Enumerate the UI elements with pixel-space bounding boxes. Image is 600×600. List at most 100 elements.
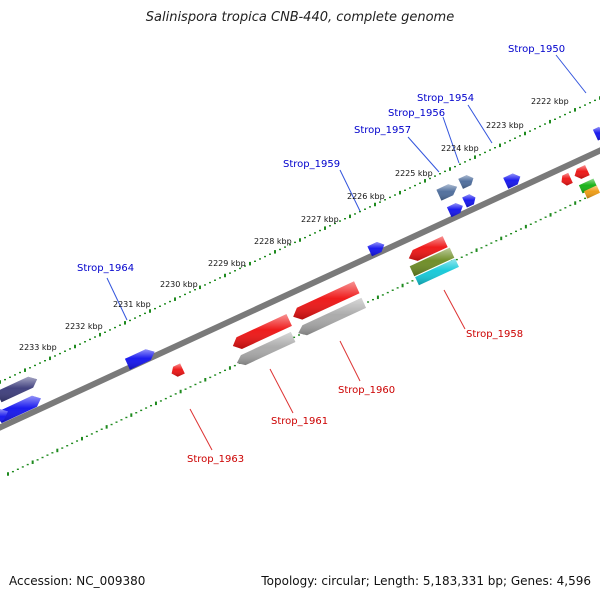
- minor-tick: [489, 149, 491, 151]
- leader-line: [555, 54, 587, 94]
- minor-tick: [584, 197, 587, 200]
- minor-tick: [391, 289, 394, 291]
- minor-tick: [381, 294, 384, 296]
- minor-tick: [174, 393, 177, 395]
- minor-tick: [444, 170, 446, 173]
- gene-label-strop-1958[interactable]: Strop_1958: [466, 329, 523, 340]
- gene-label-strop-1960[interactable]: Strop_1960: [338, 385, 395, 396]
- gene-label-strop-1954[interactable]: Strop_1954: [417, 93, 474, 104]
- minor-tick: [269, 253, 271, 255]
- minor-tick: [214, 279, 216, 281]
- minor-tick: [34, 364, 36, 367]
- major-tick: [549, 119, 551, 124]
- minor-tick: [429, 177, 431, 180]
- scale-label: 2229 kbp: [208, 259, 246, 268]
- minor-tick: [519, 135, 521, 137]
- minor-tick: [529, 223, 532, 225]
- minor-tick: [519, 228, 522, 230]
- minor-tick: [329, 225, 331, 227]
- minor-tick: [51, 452, 54, 454]
- scale-label: 2225 kbp: [395, 169, 433, 178]
- minor-tick: [11, 470, 14, 473]
- minor-tick: [569, 204, 572, 207]
- minor-tick: [259, 258, 261, 260]
- gene-label-strop-1957[interactable]: Strop_1957: [354, 125, 411, 136]
- minor-tick: [233, 364, 236, 367]
- gene-forward-e: [367, 242, 385, 257]
- major-tick: [324, 226, 326, 230]
- minor-tick: [189, 386, 192, 388]
- gene-label-strop-1964[interactable]: Strop_1964: [77, 263, 134, 274]
- leader-line: [443, 289, 466, 330]
- minor-tick: [539, 218, 542, 221]
- minor-tick: [364, 208, 366, 210]
- major-tick: [105, 425, 108, 429]
- gene-reverse-a: [408, 236, 448, 261]
- minor-tick: [584, 104, 586, 106]
- genome-summary-text: Topology: circular; Length: 5,183,331 bp…: [261, 574, 591, 588]
- minor-tick: [16, 468, 19, 470]
- cds-orange: [584, 185, 600, 199]
- scale-label: 2228 kbp: [254, 237, 292, 246]
- minor-tick: [114, 326, 116, 329]
- major-tick: [475, 248, 478, 252]
- minor-tick: [59, 352, 61, 355]
- minor-tick: [14, 374, 16, 376]
- minor-tick: [469, 158, 471, 161]
- gene-forward-j: [458, 175, 474, 189]
- minor-tick: [69, 348, 71, 350]
- major-tick: [349, 214, 351, 219]
- minor-tick: [298, 334, 300, 336]
- scale-label: 2223 kbp: [486, 121, 524, 130]
- gene-forward-d: [446, 203, 463, 218]
- major-tick: [500, 236, 503, 241]
- minor-tick: [135, 412, 138, 414]
- minor-tick: [510, 232, 513, 235]
- gene-label-strop-1963[interactable]: Strop_1963: [187, 454, 244, 465]
- minor-tick: [145, 407, 148, 409]
- minor-tick: [254, 260, 256, 262]
- minor-tick: [119, 324, 121, 326]
- minor-tick: [244, 265, 246, 267]
- minor-tick: [159, 400, 162, 402]
- scale-label: 2224 kbp: [441, 144, 479, 153]
- major-tick: [224, 273, 226, 278]
- genome-backbone: [0, 147, 600, 431]
- minor-tick: [54, 355, 56, 357]
- minor-tick: [284, 246, 286, 248]
- minor-tick: [41, 456, 44, 459]
- major-tick: [199, 285, 201, 290]
- minor-tick: [559, 209, 562, 211]
- scale-labels: 2222 kbp 2223 kbp 2224 kbp 2225 kbp 2226 kbp…: [19, 97, 569, 352]
- gene-reverse-c: [232, 314, 292, 349]
- gene-label-strop-1950[interactable]: Strop_1950: [508, 44, 565, 55]
- scale-label: 2222 kbp: [531, 97, 569, 106]
- minor-tick: [459, 163, 461, 165]
- minor-tick: [434, 175, 436, 177]
- gene-label-strop-1956[interactable]: Strop_1956: [388, 108, 445, 119]
- leader-line: [467, 104, 493, 144]
- major-tick: [249, 261, 251, 266]
- minor-tick: [293, 336, 296, 339]
- minor-tick: [396, 287, 399, 289]
- gene-label-strop-1961[interactable]: Strop_1961: [271, 416, 328, 427]
- minor-tick: [505, 235, 508, 237]
- gene-label-strop-1959[interactable]: Strop_1959: [283, 159, 340, 170]
- gene-reverse-d: [171, 363, 185, 377]
- minor-tick: [439, 173, 441, 175]
- map-title: Salinispora tropica CNB-440, complete ge…: [145, 10, 455, 25]
- major-tick: [401, 283, 404, 288]
- major-tick: [149, 309, 151, 313]
- minor-tick: [409, 187, 411, 189]
- scale-label: 2226 kbp: [347, 192, 385, 201]
- minor-tick: [411, 280, 414, 282]
- minor-tick: [36, 459, 39, 461]
- minor-tick: [199, 381, 202, 383]
- major-tick: [574, 201, 577, 205]
- minor-tick: [314, 232, 316, 234]
- minor-tick: [229, 272, 231, 274]
- minor-tick: [164, 303, 166, 305]
- minor-tick: [544, 123, 546, 125]
- major-tick: [204, 378, 207, 382]
- minor-tick: [219, 277, 221, 279]
